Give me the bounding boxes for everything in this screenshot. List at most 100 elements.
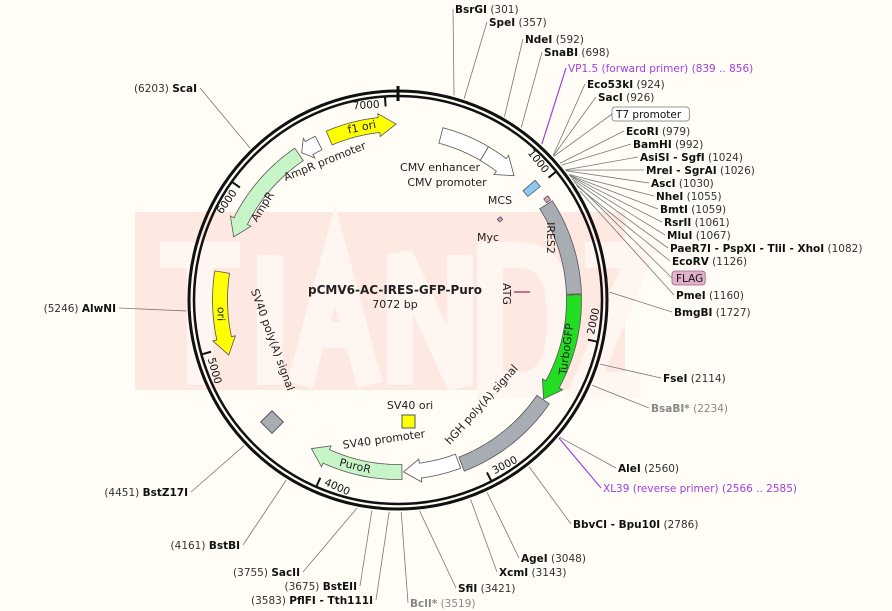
site-leader-line (565, 156, 639, 171)
tick-mark (547, 171, 557, 179)
site-label-pmei: PmeI (1160) (676, 290, 744, 302)
site-name: PflFI - Tth111I (289, 595, 373, 607)
site-name: BstBI (209, 540, 240, 552)
site-name: BbvCI - Bpu10I (573, 519, 660, 531)
feature-hgh-poly-a-signal (458, 394, 550, 472)
site-leader-line (573, 181, 673, 279)
site-label-bbvci-bpu10i: BbvCI - Bpu10I (2786) (573, 519, 698, 531)
feature-flag (543, 195, 552, 204)
site-position: (924) (636, 79, 664, 91)
site-position: (3675) (284, 581, 319, 593)
site-label-sfii: SfiI (3421) (458, 583, 516, 595)
site-leader-line (609, 291, 673, 313)
site-position: (592) (556, 34, 584, 46)
site-leader-line (599, 363, 662, 379)
tick-mark (315, 477, 322, 487)
site-position: (698) (581, 47, 609, 59)
feature-mcs (522, 179, 541, 198)
feature-sv40-promoter (402, 453, 462, 483)
site-position: (1067) (696, 230, 731, 242)
site-label-ecorv: EcoRV (1126) (672, 256, 747, 268)
site-name: SfiI (458, 583, 477, 595)
site-leader-line (571, 178, 669, 249)
site-position: (3519) (441, 598, 476, 610)
site-label-asisi-sgfi: AsiSI - SgfI (1024) (640, 152, 743, 164)
site-name: AleI (618, 463, 641, 475)
site-leader-line (504, 38, 524, 117)
tick-mark (202, 350, 212, 356)
feature-sv40-ori (401, 414, 416, 429)
feature-ampr (229, 147, 304, 238)
site-name: SnaBI (544, 47, 578, 59)
site-position: (2560) (644, 463, 679, 475)
site-name: SacI (598, 92, 623, 104)
site-label-fsei: FseI (2114) (663, 373, 726, 385)
site-name: XL39 (reverse primer) (603, 483, 719, 495)
site-name: BstZ17I (143, 487, 188, 499)
watermark-letter (477, 242, 574, 398)
site-label-saci: SacI (926) (598, 92, 654, 104)
site-labels: BsrGI (301)SpeI (357) NdeI (592)SnaBI (69… (44, 4, 863, 610)
site-leader-line (375, 511, 390, 601)
site-label-alwni: (5246) AlwNI (44, 303, 116, 315)
site-name: Eco53kI (587, 79, 633, 91)
site-name: XcmI (499, 567, 528, 579)
tick-mark (232, 181, 241, 189)
site-position: (5246) (44, 303, 79, 315)
backbone (187, 86, 609, 511)
feature-cmv-promoter-label: CMV promoter (407, 176, 487, 189)
site-position: (1055) (687, 191, 722, 203)
site-label-agei: AgeI (3048) (521, 553, 586, 565)
site-label-ecori: EcoRI (979) (626, 126, 690, 138)
site-label-snabi: SnaBI (698) (544, 47, 610, 59)
site-position: (1160) (709, 290, 744, 302)
tick-label: 7000 (353, 99, 380, 113)
watermark-letter (287, 204, 383, 389)
site-label-flag: FLAG (676, 273, 703, 285)
site-label-asci: AscI (1030) (651, 178, 714, 190)
feature-turbogfp (541, 294, 582, 400)
site-label-flag-box (671, 270, 706, 286)
feature-cmv-enhancer-label: CMV enhancer (400, 161, 480, 174)
site-name: ScaI (172, 83, 197, 95)
site-leader-line (452, 8, 455, 96)
plasmid-name: pCMV6-AC-IRES-GFP-Puro (308, 283, 482, 297)
feature-cmv-enhancer (438, 127, 490, 162)
site-position: (3048) (551, 553, 586, 565)
site-leader-line (552, 83, 586, 156)
site-leader-line (486, 492, 520, 559)
site-position: (1126) (712, 256, 747, 268)
feature-f1-ori-label: f1 ori (346, 118, 377, 137)
feature-sv40-promoter-label: SV40 promoter (342, 427, 427, 451)
site-position: (926) (626, 92, 654, 104)
site-name: AlwNI (82, 303, 116, 315)
site-name: BmgBI (674, 307, 712, 319)
site-leader-line (568, 174, 655, 197)
feature-myc (496, 216, 503, 223)
site-name: AgeI (521, 553, 548, 565)
feature-atg-label: ATG (500, 283, 513, 305)
site-label-xl39-reverse-primer: XL39 (reverse primer) (2566 .. 2585) (603, 483, 797, 495)
site-leader-line (553, 113, 613, 157)
site-name: EcoRI (626, 126, 659, 138)
site-name: BclI* (410, 598, 438, 610)
site-position: (3583) (251, 595, 286, 607)
features (212, 112, 582, 483)
site-label-sacii: (3755) SacII (233, 567, 300, 579)
site-name: BamHI (633, 139, 672, 151)
site-leader-line (591, 384, 650, 409)
feature-mcs-label: MCS (488, 194, 512, 207)
site-position: (3143) (532, 567, 567, 579)
site-label-spei: SpeI (357) (489, 17, 547, 29)
site-leader-line (470, 499, 498, 573)
tick-label: 2000 (585, 307, 602, 336)
site-leader-line (463, 21, 488, 99)
site-label-bmgbi: BmgBI (1727) (674, 307, 751, 319)
site-label-xcmi: XcmI (3143) (499, 567, 566, 579)
site-leader-line (190, 445, 245, 493)
site-position: (1059) (691, 204, 726, 216)
site-position: (2786) (664, 519, 699, 531)
site-position: (1082) (828, 243, 863, 255)
site-label-bcli: BclI* (3519) (410, 598, 476, 610)
